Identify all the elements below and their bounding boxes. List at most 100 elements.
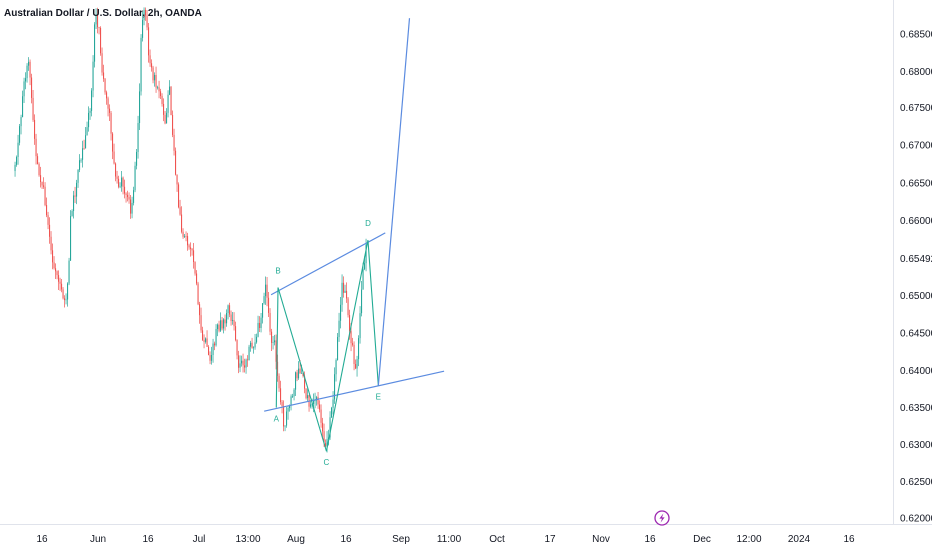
candle-body <box>79 160 81 170</box>
candle-body <box>307 395 309 399</box>
candle-body <box>224 319 226 324</box>
candle-body <box>227 305 229 313</box>
candle-body <box>277 361 279 376</box>
pattern-point-label: C <box>324 458 330 467</box>
candle-body <box>241 360 243 364</box>
candle-body <box>34 119 36 139</box>
time-axis[interactable]: 16 Jun 16 Jul 13:00 Aug 16 Sep 11:00 Oct 17 Nov 16 De… <box>0 524 932 546</box>
candle-body <box>80 159 82 161</box>
candle-body <box>128 197 130 200</box>
candle-body <box>215 329 217 346</box>
candle-body <box>191 248 193 251</box>
candle-body <box>89 110 91 113</box>
candle-body <box>73 195 75 211</box>
candle-body <box>286 411 288 426</box>
candle-body <box>316 397 318 401</box>
abcde-pattern[interactable] <box>275 240 379 452</box>
candle-body <box>341 282 343 305</box>
candle-body <box>185 235 187 237</box>
candle-body <box>202 330 204 340</box>
candle-body <box>278 375 280 389</box>
candle-body <box>359 313 361 339</box>
candle-body <box>17 142 19 158</box>
candle-body <box>19 126 21 143</box>
candle-body <box>55 268 57 272</box>
candle-body <box>134 165 136 191</box>
lightning-icon[interactable] <box>654 510 670 526</box>
candle-body <box>116 176 118 179</box>
candle-body <box>83 148 85 149</box>
price-tick-label: 0.65492 <box>900 254 932 265</box>
lightning-icon-bolt <box>659 513 665 523</box>
candle-body <box>101 53 103 73</box>
candle-body <box>349 315 351 332</box>
time-tick-label: 16 <box>644 534 656 545</box>
candle-body <box>154 74 156 81</box>
candle-body <box>181 214 183 232</box>
candle-body <box>136 151 138 166</box>
time-tick-label: 16 <box>142 534 154 545</box>
candle-body <box>331 407 333 418</box>
candle-body <box>293 389 295 397</box>
candle-body <box>320 409 322 423</box>
time-tick-label: 13:00 <box>235 534 260 545</box>
candle-body <box>164 114 166 124</box>
candle-body <box>256 336 258 343</box>
upper-trendline[interactable] <box>270 232 386 296</box>
candle-body <box>260 317 262 328</box>
candle-body <box>118 178 120 187</box>
candle-body <box>64 298 66 301</box>
candle-body <box>28 61 30 66</box>
candle-body <box>98 27 100 28</box>
candle-body <box>338 320 340 337</box>
candle-body <box>173 134 175 151</box>
time-tick-label: 17 <box>544 534 556 545</box>
candle-body <box>41 182 43 186</box>
candle-body <box>85 135 87 149</box>
candle-body <box>326 439 328 447</box>
candle-body <box>259 322 261 328</box>
candle-body <box>161 96 163 104</box>
candle-body <box>296 372 298 379</box>
candle-body <box>323 431 325 444</box>
candle-body <box>230 314 232 322</box>
candle-body <box>59 281 61 284</box>
candle-body <box>199 304 201 316</box>
candle-body <box>184 235 186 237</box>
candle-body <box>361 289 363 314</box>
candle-body <box>301 373 303 374</box>
candle-body <box>313 400 315 404</box>
candle-body <box>239 363 241 368</box>
projection-line[interactable] <box>377 18 411 386</box>
candle-body <box>92 61 94 91</box>
candle-body <box>146 15 148 28</box>
candle-body <box>151 63 153 68</box>
candle-body <box>362 269 364 290</box>
candle-body <box>353 344 355 365</box>
candle-body <box>322 422 324 432</box>
candle-body <box>149 55 151 64</box>
time-tick-label: Aug <box>287 534 305 545</box>
candle-body <box>62 289 64 299</box>
candle-body <box>251 342 253 349</box>
candle-body <box>242 360 244 366</box>
candle-body <box>287 407 289 412</box>
candle-body <box>115 163 117 177</box>
candle-body <box>112 133 114 152</box>
candle-body <box>25 78 27 82</box>
candle-body <box>182 231 184 237</box>
candle-body <box>88 112 90 128</box>
candle-body <box>250 342 252 347</box>
candle-body <box>188 245 190 248</box>
pattern-point-label: D <box>365 219 371 228</box>
candle-body <box>137 123 139 152</box>
candle-body <box>169 86 171 95</box>
lower-trendline[interactable] <box>264 370 445 412</box>
candle-body <box>94 24 96 62</box>
